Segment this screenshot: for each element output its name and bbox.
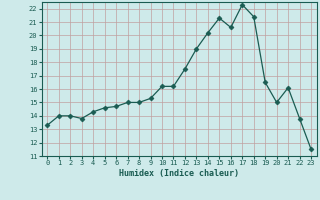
X-axis label: Humidex (Indice chaleur): Humidex (Indice chaleur) [119,169,239,178]
